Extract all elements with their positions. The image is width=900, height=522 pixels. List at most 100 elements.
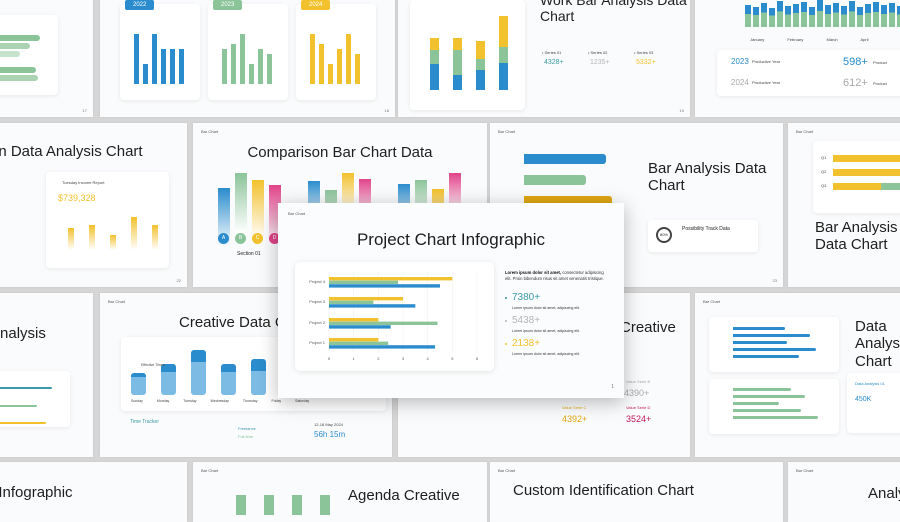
unit: Product [873,60,887,65]
slide-thumbnail-20[interactable]: January February March April 2023 Produc… [695,0,900,117]
bar [0,35,40,41]
x-tick-label: 2 [377,356,380,361]
stacked-bar [453,37,462,90]
bar-project-1 [329,345,436,349]
series-label: Value Serie D [626,405,651,410]
bar [143,64,148,84]
slide-thumbnail-19[interactable]: Work Bar Analysis Data Chart • Series 01… [398,0,690,117]
slide-title: Analysis [0,325,46,342]
income-bars [68,217,158,250]
slide-tag: Bar Chart [498,468,516,473]
page-number: 1 [611,384,614,390]
diverging-bars [745,0,900,27]
agenda-bars [236,495,330,515]
year-badge: 2024 [301,0,331,10]
stat-value: 2138+ [512,338,541,349]
page-number: 22 [176,278,181,283]
slide-tag: Bar Chart [201,468,219,473]
date-range: 12-18 May 2024 [314,422,343,427]
bar [249,64,254,84]
slide-thumbnail-17[interactable]: 17 [0,0,93,117]
stat-value: 5438+ [512,315,541,326]
stacked-bar [430,38,439,90]
slide-thumbnail-custom[interactable]: Bar Chart Custom Identification Chart [490,462,783,522]
bar-project-4 [329,277,453,281]
product-count: 612+ [843,77,868,89]
stacked-bar [476,41,485,90]
bar [310,34,315,84]
stat-value: 7380+ [512,292,541,303]
slide-tag: Bar Chart [703,299,721,304]
slide-thumbnail-18[interactable]: 2022 2023 2024 18 [100,0,395,117]
stat-caption: Lorem ipsum dolor sit amet, adipiscing e… [512,306,580,310]
slide-thumbnail-bar-analysis[interactable]: Bar Chart Q1 Q2 Q3 Bar Analysis Data Cha… [788,123,900,287]
year-label: Productive Year [752,59,781,64]
callout: Effective Times [141,363,165,367]
bar-project-2 [329,325,391,329]
stacked-bar [499,16,508,90]
page-number: 23 [772,278,777,283]
page-number: 17 [82,108,87,113]
row-label: Q1 [821,155,827,160]
bar-project-3 [329,300,374,304]
slide-thumbnail-agenda[interactable]: Bar Chart Agenda Creative [193,462,487,522]
bullet-icon [505,343,507,345]
bar [0,51,20,57]
bar [328,64,333,84]
year-chart-card: 2024 [296,0,376,100]
bar [833,169,900,176]
series-value: 5332+ [636,59,656,66]
progress-line [0,422,46,424]
slide-thumbnail-analysis[interactable]: Analysis [0,293,93,457]
product-count: 598+ [843,56,868,68]
stacked-chart-card [410,0,525,110]
slide-thumbnail-22[interactable]: on Data Analysis Chart Tuesday Income Re… [0,123,187,287]
category-label: Project 2 [309,320,326,325]
x-tick-label: 3 [402,356,405,361]
year: 2023 [731,57,749,66]
day-labels: Sunday Monday Tuesday Wednesday Thursday… [131,399,310,403]
slide-thumbnail-infographic[interactable]: t Infographic [0,462,187,522]
legend-item: Full time [238,434,254,439]
series-label: • Series 03 [634,50,654,55]
slide-thumbnail-analysis-2[interactable]: Bar Chart Analy [788,462,900,522]
bar [258,49,263,84]
slide-tag: Bar Chart [498,129,516,134]
series-value: 4392+ [562,414,588,424]
chart-card [709,317,839,372]
year: 2024 [731,78,749,87]
bar-project-1 [329,341,389,345]
chart-card [0,15,58,95]
slide-title: Bar Analysis Data Chart [648,160,767,195]
section-marker: B [235,233,246,244]
featured-slide[interactable]: Bar Chart Project Chart Infographic 0 1 2 3… [278,203,624,398]
series-value: 1235+ [590,59,610,66]
slide-title: Comparison Bar Chart Data [247,144,433,161]
progress-line [0,405,37,407]
bar [319,44,324,84]
slide-title: Creative [620,319,676,336]
card-label: Data Analysis 01 [855,381,885,386]
bar [0,67,36,73]
x-tick-label: 5 [451,356,454,361]
project-bar-chart: 0 1 2 3 4 5 6 Project 4 Project 3 Project 2 Projec… [309,271,479,361]
slide-thumbnail-data-analysis[interactable]: Bar Chart Data Analysis Chart Data Analy… [695,293,900,457]
report-title: Tuesday Income Report [62,180,105,185]
year-badge: 2022 [125,0,155,10]
slide-title: on Data Analysis Chart [0,143,143,160]
bullet-icon [505,320,507,322]
bar [0,43,30,49]
slide-tag: Bar Chart [288,211,306,216]
bar-project-3 [329,304,416,308]
bar [179,49,184,84]
stat-caption: Lorem ipsum dolor sit amet, adipiscing e… [512,329,580,333]
page-number: 19 [679,108,684,113]
income-report-card: Tuesday Income Report $739,328 [46,172,169,268]
track-title: Possibility Track Data [682,226,730,232]
x-tick-label: 0 [328,356,331,361]
slide-title: Project Chart Infographic [356,230,546,249]
section-label: Section 01 [237,251,261,257]
bar [161,49,166,84]
bar [346,34,351,84]
category-label: Project 3 [309,299,326,304]
